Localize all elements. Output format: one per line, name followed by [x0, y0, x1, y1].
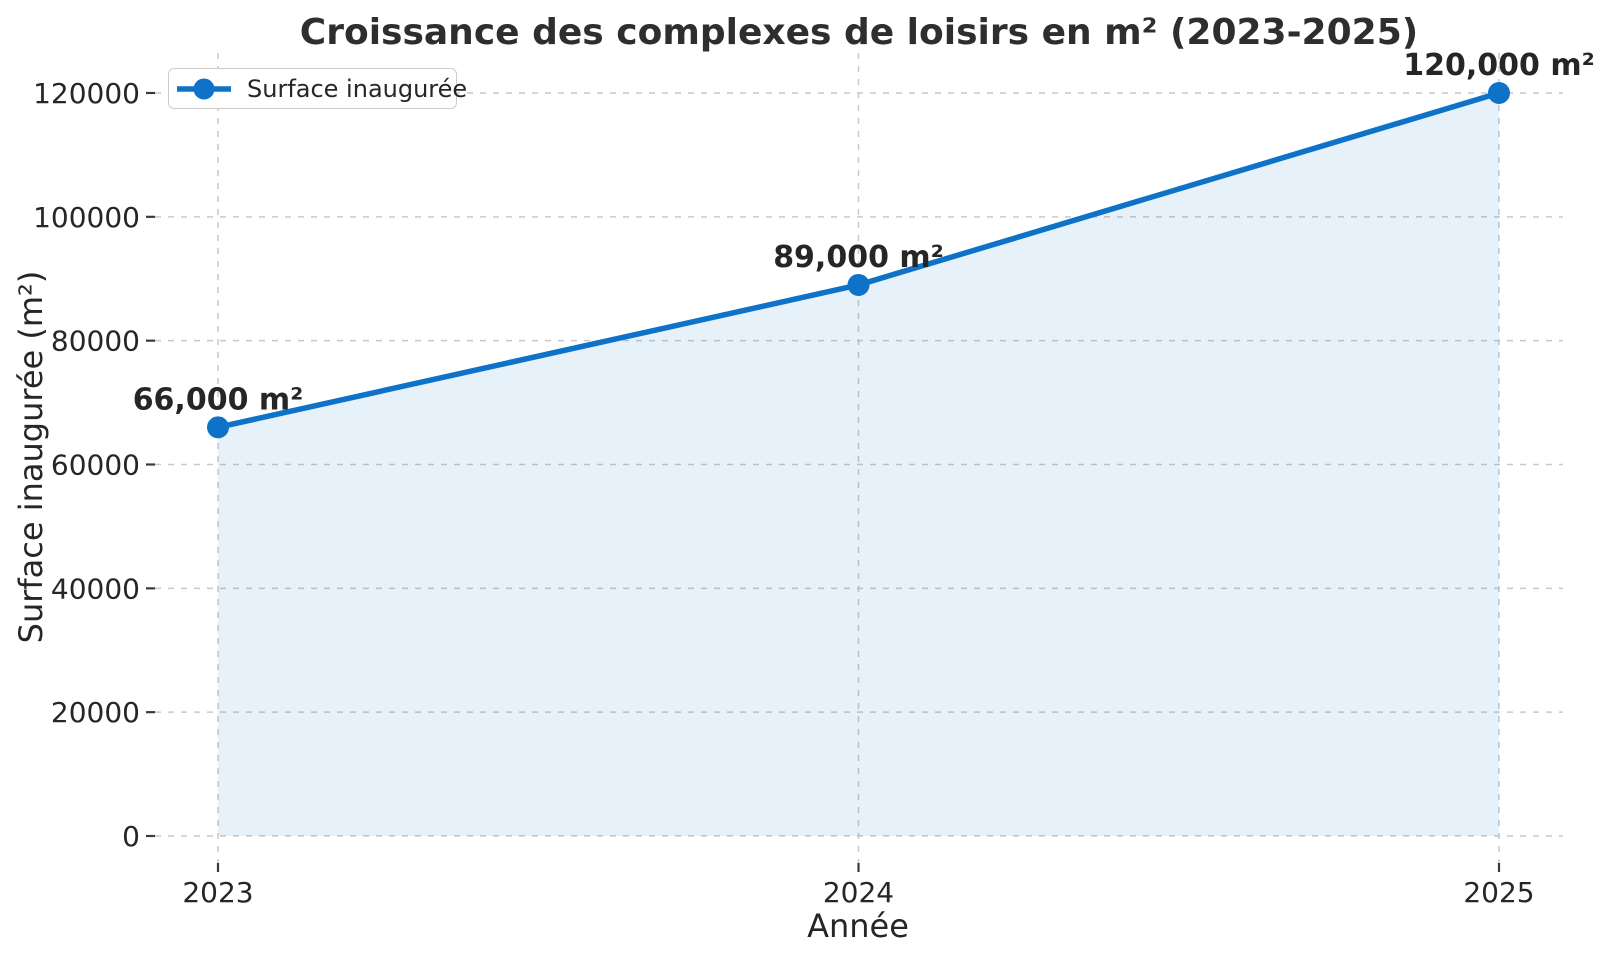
legend-label: Surface inaugurée: [247, 74, 468, 103]
x-tick-label: 2025: [1463, 876, 1534, 909]
area-fill: [218, 93, 1499, 836]
data-point-label: 120,000 m²: [1403, 48, 1594, 83]
data-point: [847, 273, 870, 296]
legend-line-marker-icon: [177, 78, 231, 99]
y-tick-label: 120000: [33, 77, 140, 110]
y-tick-label: 60000: [51, 449, 140, 482]
data-point-label: 66,000 m²: [133, 382, 304, 417]
y-axis-label: Surface inaugurée (m²): [12, 270, 50, 644]
legend: Surface inaugurée: [168, 68, 467, 109]
data-point: [1488, 82, 1510, 104]
data-point-label: 89,000 m²: [773, 240, 944, 275]
y-tick-label: 20000: [51, 696, 140, 729]
data-point: [207, 416, 229, 439]
y-tick-label: 100000: [33, 201, 140, 234]
y-tick-label: 80000: [51, 325, 140, 358]
y-tick-label: 40000: [51, 572, 140, 605]
y-tick-label: 0: [122, 820, 140, 853]
x-axis-label: Année: [807, 907, 909, 945]
x-tick-label: 2024: [823, 876, 894, 909]
chart-title: Croissance des complexes de loisirs en m…: [299, 12, 1419, 53]
x-tick-label: 2023: [182, 876, 253, 909]
